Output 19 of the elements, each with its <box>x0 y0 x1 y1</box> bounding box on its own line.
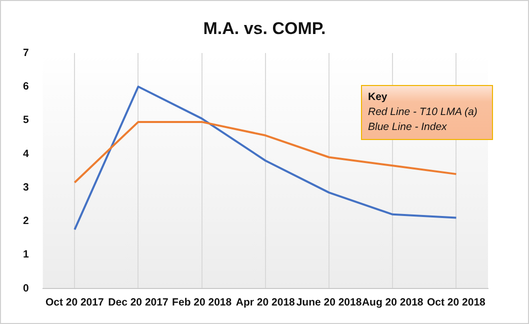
y-tick-label: 4 <box>22 148 29 160</box>
annotation: Key <box>368 90 388 105</box>
y-tick-label: 6 <box>22 80 29 93</box>
chart-title: M.A. vs. COMP. <box>202 19 327 39</box>
x-tick-label: Apr 20 2018 <box>236 296 296 309</box>
y-tick-label: 3 <box>22 181 29 194</box>
x-tick-label: Dec 20 2017 <box>108 296 168 309</box>
y-tick-label: 1 <box>22 248 29 261</box>
x-tick-label: Aug 20 2018 <box>362 296 424 309</box>
annotation: Red Line - T10 LMA (a) <box>368 105 478 120</box>
y-tick-label: 0 <box>22 282 29 294</box>
y-tick-label: 7 <box>22 46 29 59</box>
y-tick-label: 5 <box>22 114 29 126</box>
y-tick-label: 2 <box>22 215 29 228</box>
x-tick-label: Oct 20 2017 <box>45 296 104 309</box>
x-tick-label: Oct 20 2018 <box>427 296 486 309</box>
x-tick-label: Feb 20 2018 <box>172 296 232 309</box>
annotation: Blue Line - Index <box>368 120 448 135</box>
x-tick-label: June 20 2018 <box>296 296 362 309</box>
